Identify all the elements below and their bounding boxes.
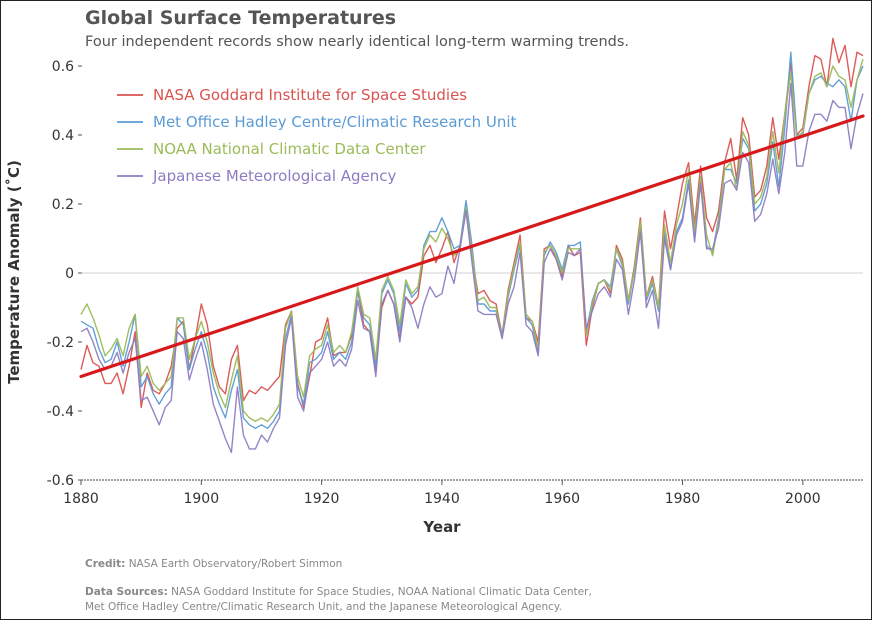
axis-layer: 0.6 0.4 0.2 0 -0.2 -0.4 -0.6 1880 1900 1920 1940 19… [47, 59, 863, 507]
credit-label: Credit: [85, 558, 125, 570]
x-tick-label: 2000 [785, 491, 821, 507]
x-tick-label: 1920 [304, 491, 340, 507]
chart-title: Global Surface Temperatures [85, 7, 396, 29]
trend-layer [79, 114, 865, 379]
y-tick-label: -0.4 [47, 404, 74, 420]
sources-text-1: NASA Goddard Institute for Space Studies… [171, 586, 592, 598]
series-line-4 [80, 82, 864, 454]
x-axis-label: Year [422, 518, 461, 536]
credit-line: Credit: NASA Earth Observatory/Robert Si… [85, 558, 342, 570]
trend-line [79, 114, 865, 379]
legend-entry: Japanese Meteorological Agency [152, 167, 397, 185]
y-tick-label: -0.6 [47, 473, 74, 489]
y-tick-label: -0.2 [47, 335, 74, 351]
y-tick-label: 0 [65, 266, 74, 282]
legend: NASA Goddard Institute for Space Studies… [117, 86, 517, 185]
legend-entry: NOAA National Climatic Data Center [153, 140, 426, 158]
x-tick-label: 1880 [63, 491, 99, 507]
series-line-2 [80, 51, 864, 429]
sources-label: Data Sources: [85, 586, 168, 598]
credit-text: NASA Earth Observatory/Robert Simmon [129, 558, 343, 570]
x-tick-label: 1940 [424, 491, 460, 507]
sources-line-2: Met Office Hadley Centre/Climatic Resear… [85, 601, 562, 613]
x-tick-label: 1980 [665, 491, 701, 507]
chart-subtitle: Four independent records show nearly ide… [85, 34, 629, 50]
legend-entry: NASA Goddard Institute for Space Studies [153, 86, 467, 104]
y-tick-label: 0.6 [52, 59, 74, 75]
y-tick-label: 0.2 [52, 197, 74, 213]
series-line-3 [80, 58, 864, 423]
x-tick-label: 1960 [544, 491, 580, 507]
sources-line-1: Data Sources: NASA Goddard Institute for… [85, 586, 592, 598]
x-tick-label: 1900 [183, 491, 219, 507]
y-tick-label: 0.4 [52, 128, 74, 144]
legend-entry: Met Office Hadley Centre/Climatic Resear… [153, 113, 517, 131]
y-axis-label: Temperature Anomaly (˚C) [5, 160, 23, 384]
